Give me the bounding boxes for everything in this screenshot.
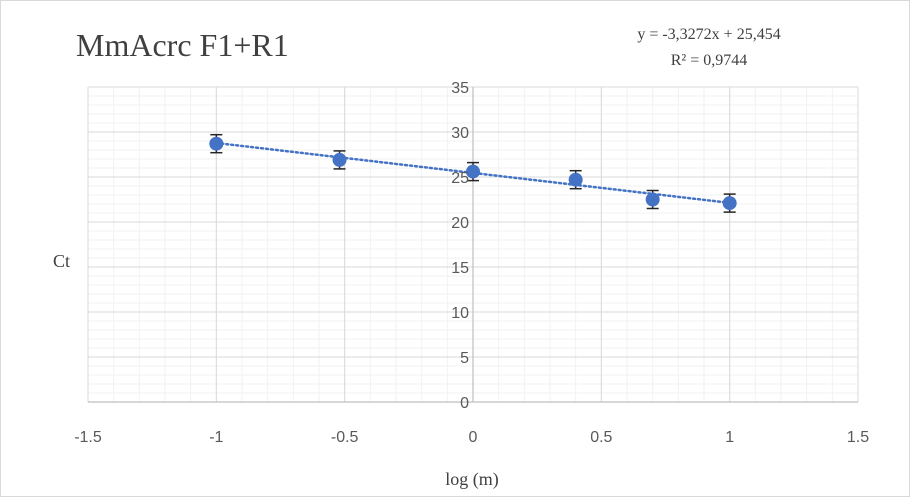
x-tick-label: 1.5 [847,429,869,446]
x-tick-label: -1 [209,429,223,446]
chart-title: MmAcrc F1+R1 [76,27,289,63]
data-point [332,152,347,167]
y-tick-label: 15 [451,260,469,277]
x-tick-label: -1.5 [74,429,102,446]
y-tick-label: 0 [460,395,469,412]
y-tick-labels: 0 5 10 15 20 25 30 35 [451,80,469,412]
y-tick-label: 30 [451,125,469,142]
x-tick-label: 1 [725,429,734,446]
y-axis-title: Ct [53,251,70,271]
data-point [568,172,583,187]
y-tick-label: 35 [451,80,469,97]
trendline-line [215,141,731,205]
data-point [466,164,480,179]
trendline-r-squared: R² = 0,9744 [671,52,748,69]
y-tick-label: 5 [460,350,469,367]
trendline-equation: y = -3,3272x + 25,454 [637,26,780,43]
axes [88,87,858,403]
x-tick-label: -0.5 [331,429,359,446]
y-tick-label: 10 [451,305,469,322]
x-tick-label: 0.5 [590,429,612,446]
data-point [209,136,224,151]
x-tick-labels: -1.5 -1 -0.5 0 0.5 1 1.5 [74,429,869,446]
data-point [645,192,660,207]
x-axis-title: log (m) [445,469,499,490]
data-point [722,196,737,211]
y-tick-label: 25 [451,170,469,187]
trendline [215,141,731,205]
y-tick-label: 20 [451,215,469,232]
data-points [209,136,737,211]
x-tick-label: 0 [469,429,478,446]
